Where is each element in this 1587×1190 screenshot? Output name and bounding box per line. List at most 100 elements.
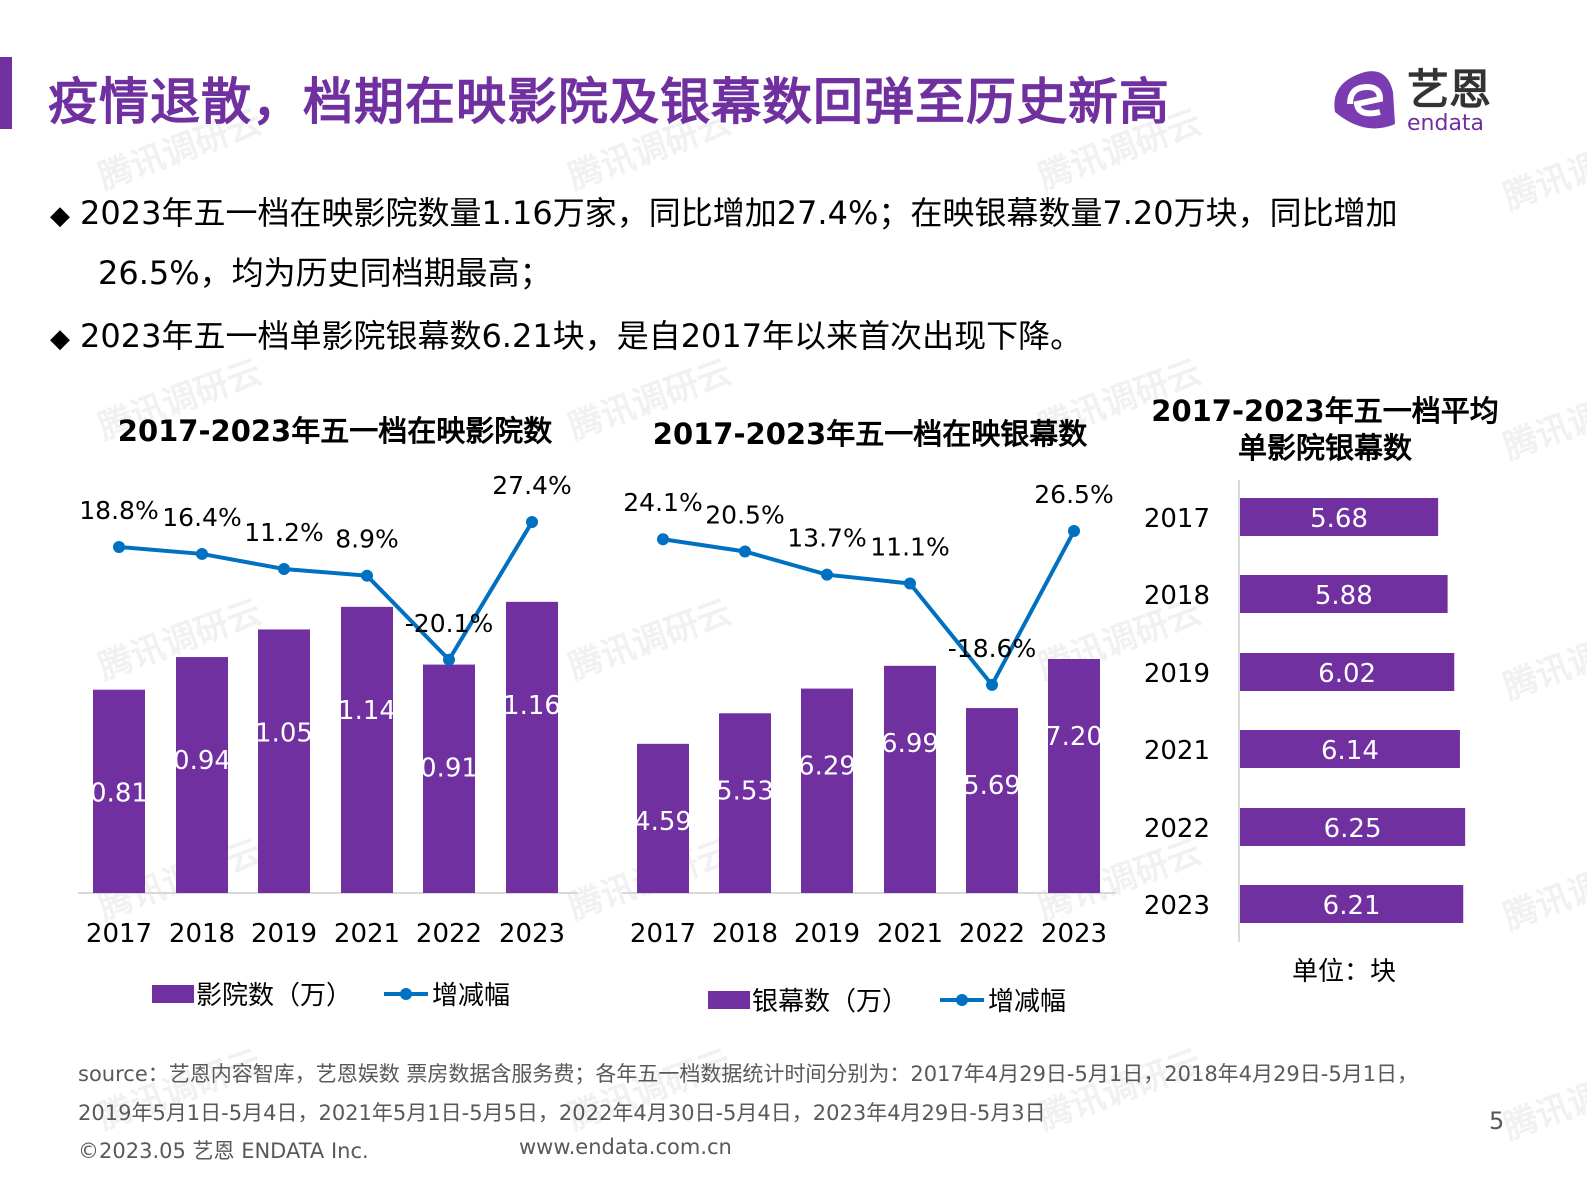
growth-point — [1068, 525, 1080, 538]
x-tick-label: 2023 — [1041, 919, 1107, 949]
hbar-label: 6.21 — [1323, 891, 1381, 921]
bar-label: 0.94 — [173, 746, 231, 776]
chart3-title-2: 单影院银幕数 — [1237, 431, 1412, 465]
growth-label: 11.1% — [870, 533, 949, 562]
hbar-2019 — [1240, 653, 1455, 691]
growth-point — [657, 533, 669, 546]
chart2-title: 2017-2023年五一档在映银幕数 — [652, 417, 1088, 451]
legend-bar-swatch — [708, 991, 750, 1009]
unit-label: 单位：块 — [1292, 957, 1396, 987]
growth-point — [278, 563, 290, 576]
logo-en: endata — [1407, 111, 1484, 136]
hbar-2018 — [1240, 575, 1448, 613]
growth-point — [361, 569, 373, 582]
growth-label: 24.1% — [623, 488, 702, 517]
x-tick-label: 2021 — [334, 919, 400, 949]
growth-label: -18.6% — [948, 634, 1036, 663]
y-tick-label: 2023 — [1144, 891, 1210, 921]
hbar-2023 — [1240, 885, 1464, 923]
x-tick-label: 2019 — [251, 919, 317, 949]
growth-label: 20.5% — [705, 500, 784, 529]
bar-2019 — [258, 629, 310, 893]
bar-2018 — [176, 657, 228, 893]
bar-label: 0.81 — [90, 779, 148, 809]
hbar-label: 6.14 — [1321, 736, 1379, 766]
growth-point — [113, 540, 125, 553]
growth-label: 11.2% — [244, 518, 323, 547]
bar-label: 5.53 — [716, 776, 774, 806]
growth-line — [118, 521, 534, 664]
growth-label: -20.1% — [405, 609, 493, 638]
legend-bar-label: 银幕数（万） — [752, 987, 908, 1017]
growth-point — [443, 653, 455, 666]
y-tick-label: 2018 — [1144, 581, 1210, 611]
source-line-2: 2019年5月1日-5月4日，2021年5月1日-5月5日，2022年4月30日… — [78, 1101, 1046, 1125]
x-tick-label: 2019 — [794, 919, 860, 949]
x-tick-label: 2022 — [959, 919, 1025, 949]
growth-label: 26.5% — [1034, 480, 1113, 509]
bar-2022 — [966, 708, 1018, 893]
legend-bar-label: 影院数（万） — [196, 981, 352, 1011]
bar-label: 7.20 — [1045, 722, 1103, 752]
growth-point — [986, 678, 998, 691]
bar-2018 — [719, 713, 771, 893]
page-number: 5 — [1489, 1107, 1505, 1135]
website-link[interactable]: www.endata.com.cn — [519, 1135, 732, 1159]
y-tick-label: 2019 — [1144, 659, 1210, 689]
growth-point — [904, 577, 916, 590]
bar-2022 — [423, 664, 475, 893]
bullet-1: ◆ 2023年五一档在映影院数量1.16万家，同比增加27.4%；在映银幕数量7.… — [50, 182, 1398, 247]
hbar-label: 5.68 — [1310, 504, 1368, 534]
title-accent-bar — [0, 57, 12, 129]
x-tick-label: 2021 — [877, 919, 943, 949]
growth-line — [662, 530, 1076, 689]
x-tick-label: 2017 — [630, 919, 696, 949]
hbar-label: 5.88 — [1315, 581, 1373, 611]
x-tick-label: 2017 — [86, 919, 152, 949]
bar-2023 — [1048, 659, 1100, 893]
hbar-label: 6.02 — [1318, 659, 1376, 689]
logo-cn: 艺恩 — [1407, 65, 1491, 114]
growth-label: 18.8% — [79, 496, 158, 525]
legend-line-marker — [400, 988, 412, 1000]
growth-label: 16.4% — [162, 503, 241, 532]
hbar-2021 — [1240, 730, 1460, 768]
growth-point — [196, 547, 208, 560]
diamond-bullet-icon: ◆ — [50, 324, 70, 354]
chart3-title-1: 2017-2023年五一档平均 — [1151, 394, 1499, 428]
x-tick-label: 2022 — [416, 919, 482, 949]
bar-label: 6.29 — [798, 752, 856, 782]
y-tick-label: 2021 — [1144, 736, 1210, 766]
bar-2017 — [637, 743, 689, 893]
x-tick-label: 2018 — [169, 919, 235, 949]
endata-logo: 艺恩 endata — [1334, 65, 1491, 136]
bar-label: 1.05 — [255, 718, 313, 748]
bar-label: 5.69 — [963, 771, 1021, 801]
growth-point — [526, 516, 538, 529]
bullet-1-cont: 26.5%，均为历史同档期最高； — [98, 254, 552, 292]
bar-2019 — [801, 688, 853, 893]
hbar-label: 6.25 — [1324, 814, 1382, 844]
x-tick-label: 2018 — [712, 919, 778, 949]
bar-label: 1.16 — [503, 691, 561, 721]
bar-label: 6.99 — [881, 729, 939, 759]
legend-line-label: 增减幅 — [432, 981, 510, 1011]
x-tick-label: 2023 — [499, 919, 565, 949]
bar-label: 1.14 — [338, 696, 396, 726]
y-tick-label: 2022 — [1144, 814, 1210, 844]
y-tick-label: 2017 — [1144, 504, 1210, 534]
bar-label: 0.91 — [420, 754, 478, 784]
legend-bar-swatch — [152, 985, 194, 1003]
diamond-bullet-icon: ◆ — [50, 201, 70, 231]
chart1-title: 2017-2023年五一档在映影院数 — [117, 414, 553, 448]
bar-2021 — [341, 606, 393, 893]
growth-label: 27.4% — [492, 471, 571, 500]
bar-2021 — [884, 665, 936, 893]
copyright: ©2023.05 艺恩 ENDATA Inc. — [78, 1139, 369, 1163]
bar-2017 — [93, 689, 145, 893]
growth-point — [821, 568, 833, 581]
legend-line-marker — [956, 994, 968, 1006]
legend-line-label: 增减幅 — [988, 987, 1066, 1017]
